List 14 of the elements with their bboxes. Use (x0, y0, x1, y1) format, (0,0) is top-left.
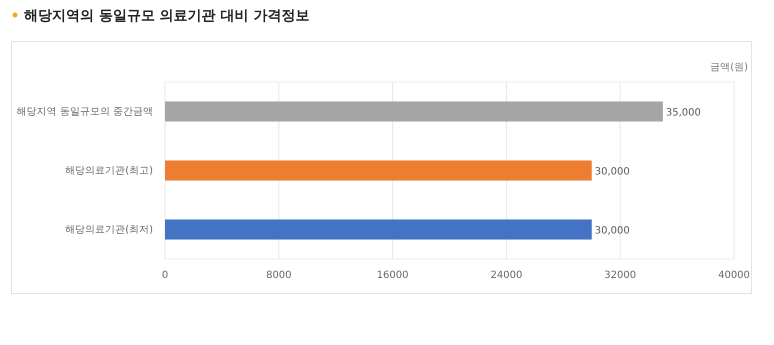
x-tick-label: 8000 (266, 270, 292, 282)
x-axis-title: 금액(원) (710, 62, 748, 73)
y-tick-label: 해당의료기관(최고) (65, 166, 154, 177)
x-tick-label: 0 (162, 270, 168, 282)
x-tick-label: 40000 (718, 270, 750, 282)
y-tick-label: 해당의료기관(최저) (65, 224, 154, 236)
y-tick-label: 해당지역 동일규모의 중간금액 (16, 106, 153, 118)
chart-title: 해당지역의 동일규모 의료기관 대비 가격정보 (24, 8, 310, 24)
x-tick-label: 32000 (604, 270, 636, 282)
data-label: 30,000 (594, 226, 630, 236)
x-tick-label: 16000 (376, 270, 409, 282)
data-label: 30,000 (594, 166, 630, 178)
data-label: 35,000 (666, 108, 701, 118)
x-tick-label: 24000 (490, 270, 522, 282)
